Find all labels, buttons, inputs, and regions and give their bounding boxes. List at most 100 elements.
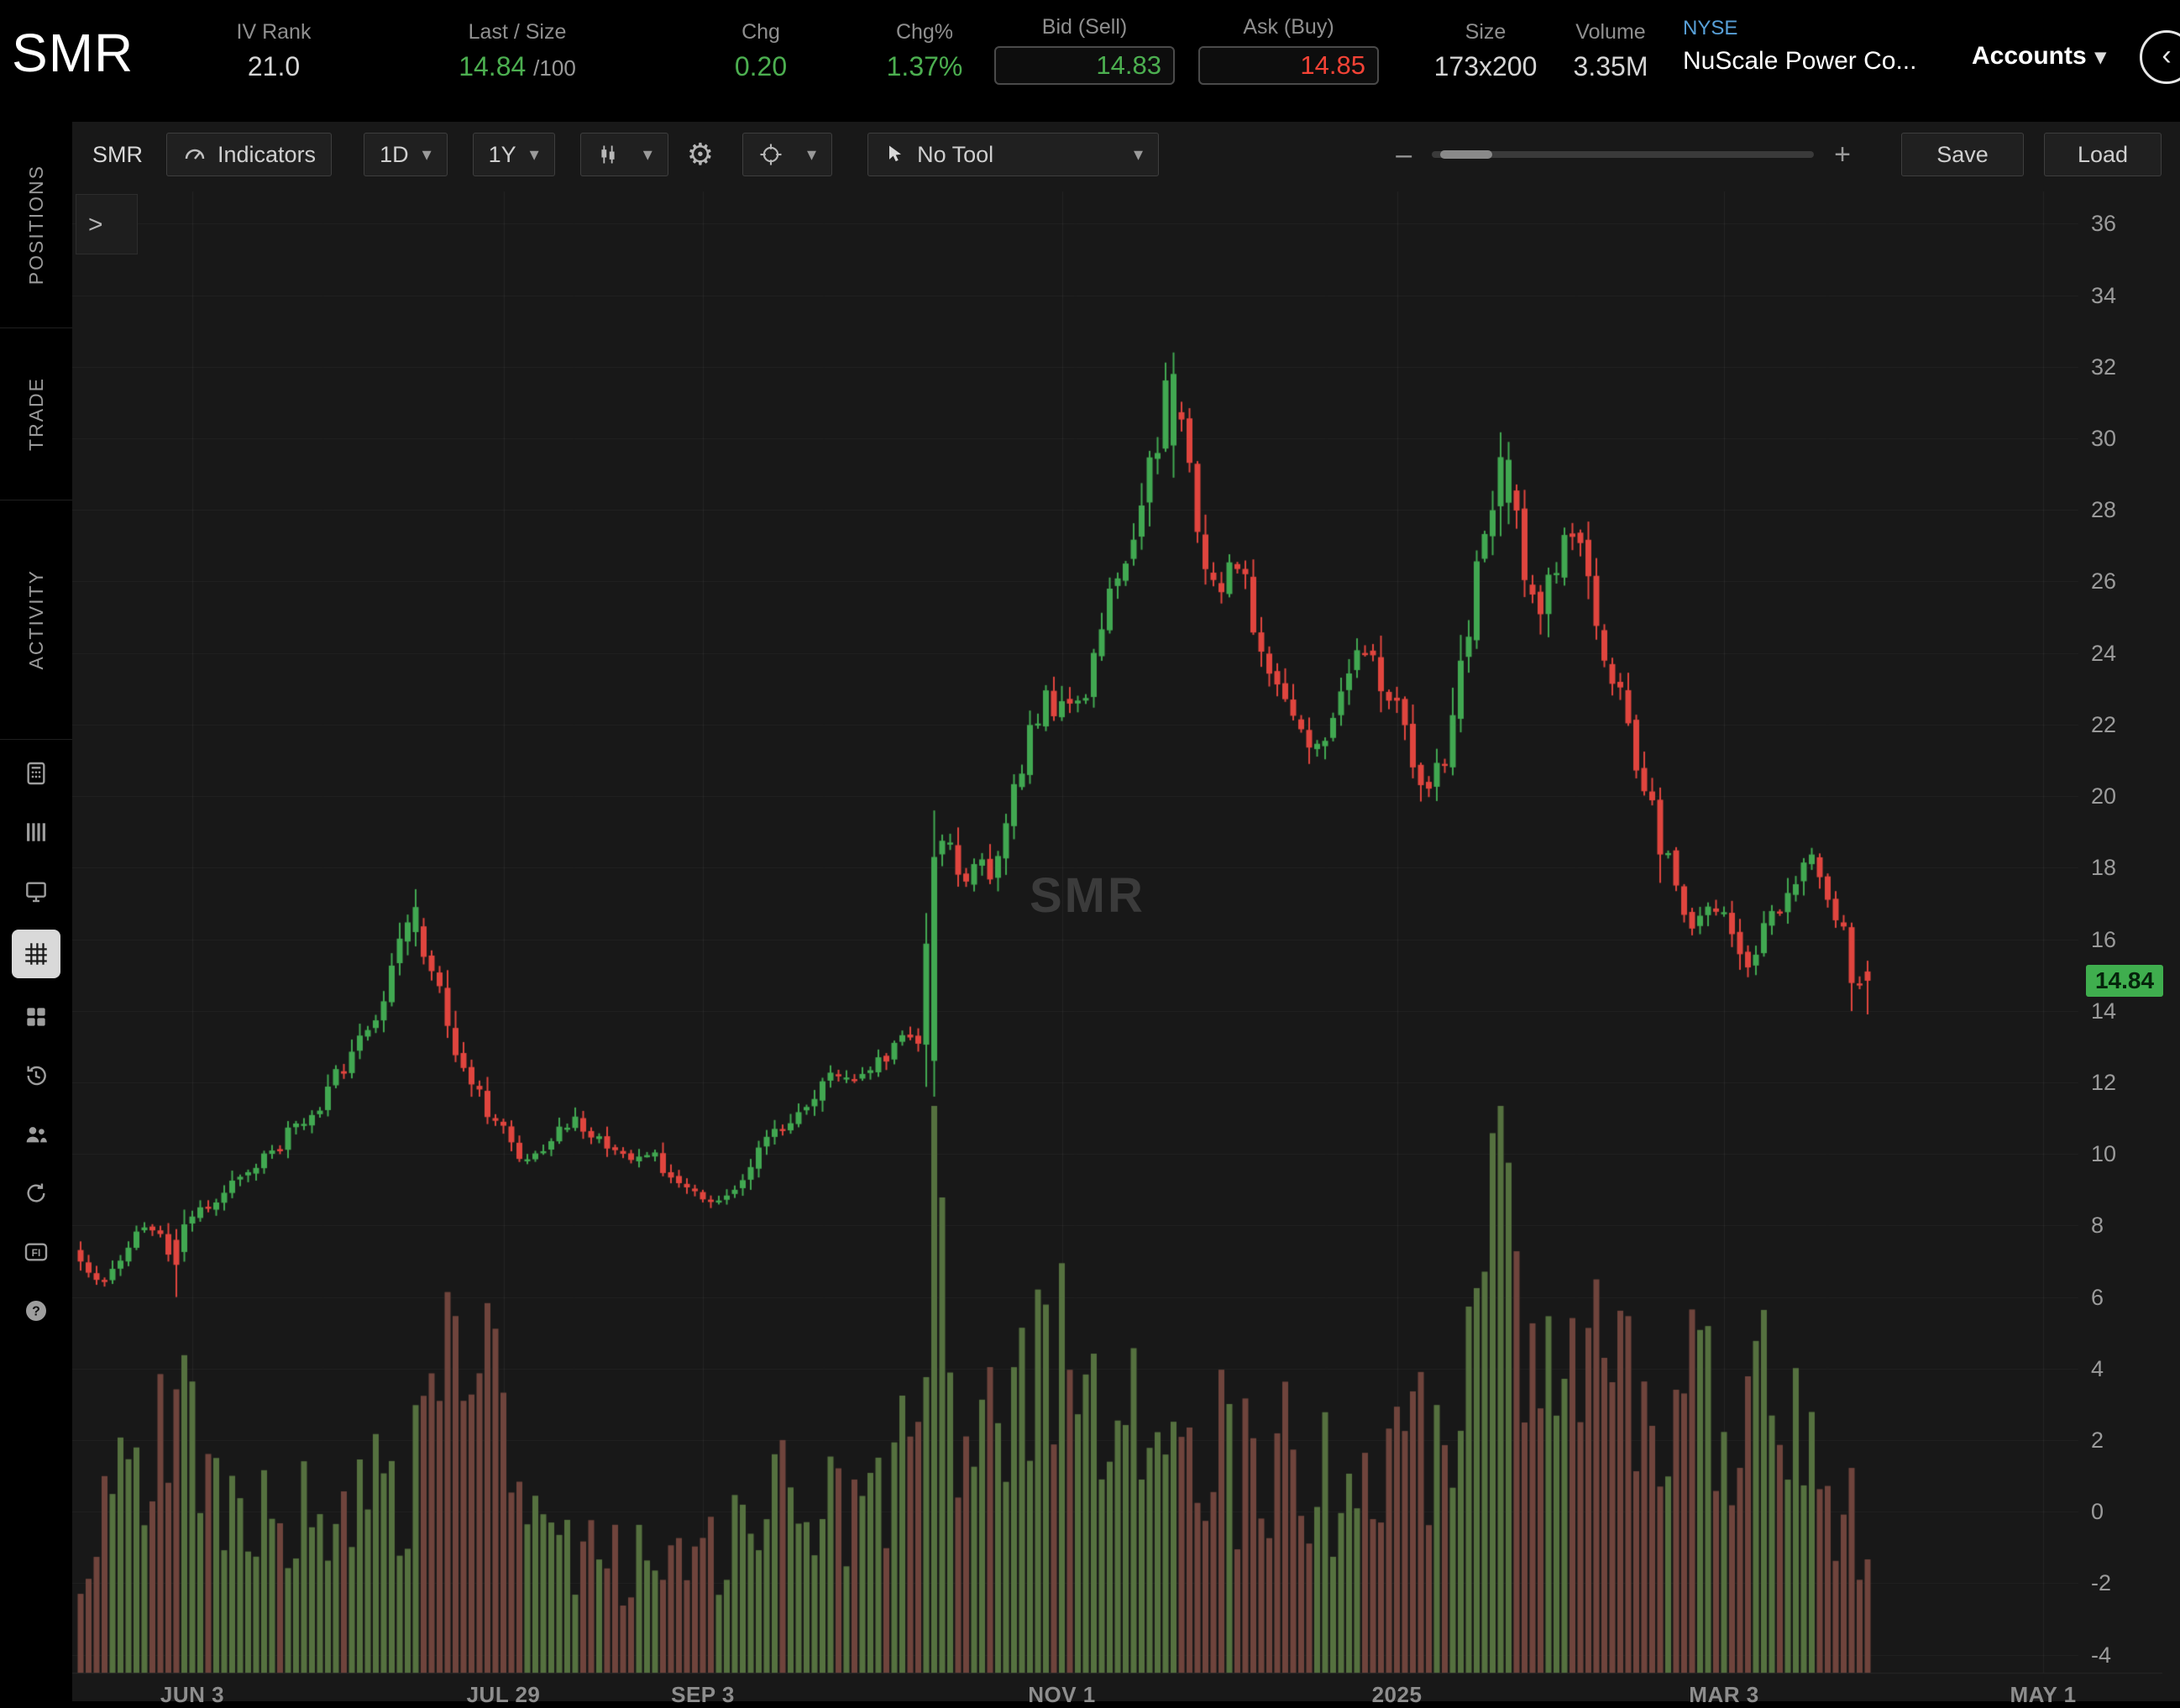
activity-label: ACTIVITY [24,569,47,670]
positions-label: POSITIONS [24,164,47,286]
sidebar-tab-activity[interactable]: ACTIVITY [0,500,72,740]
x-axis-label: NOV 1 [1028,1682,1096,1707]
y-axis-label: -4 [2091,1642,2112,1668]
sidebar-tab-trade[interactable]: TRADE [0,328,72,500]
ask-label: Ask (Buy) [1243,15,1334,39]
y-axis-label: 24 [2091,640,2117,666]
apps-grid-icon [27,1008,45,1026]
last-size-label: Last / Size [468,20,567,44]
zoom-slider[interactable] [1432,150,1815,159]
save-button[interactable]: Save [1901,133,2024,176]
zoom-slider-thumb[interactable] [1440,150,1493,159]
load-button[interactable]: Load [2044,133,2162,176]
sidebar-icon-calculator[interactable] [16,753,56,794]
svg-text:FI: FI [32,1247,41,1259]
stat-iv-rank: IV Rank 21.0 [237,20,312,82]
sidebar-icon-help[interactable]: ? [16,1291,56,1331]
y-axis-label: 32 [2091,354,2117,380]
range-dropdown[interactable]: 1Y ▾ [472,133,555,176]
last-price-tag: 14.84 [2086,964,2163,997]
volume-label: Volume [1575,20,1646,44]
size-value: 173x200 [1433,51,1538,81]
gauge-icon [185,149,205,160]
svg-text:?: ? [32,1304,40,1318]
zoom-control: – + [1391,139,1856,171]
y-axis-label: -2 [2091,1570,2112,1596]
last-size-suffix: /100 [533,55,576,81]
chart-symbol-label: SMR [92,141,143,167]
company-name: NuScale Power Co... [1683,47,1917,75]
chart-area: SMR > 36 34 32 30 28 26 24 22 20 18 16 14 12 10 8 6 4 2 0-… [72,186,2180,1707]
bid-button[interactable]: 14.83 [994,46,1175,85]
zoom-in-button[interactable]: + [1834,138,1851,170]
accounts-menu[interactable]: Accounts ▾ [1972,42,2106,71]
candlestick-type-icon [601,145,615,164]
y-axis-label: 12 [2091,1069,2117,1095]
y-axis-label: 14 [2091,998,2117,1024]
chevron-down-icon: ▾ [807,144,817,165]
y-axis-label: 0 [2091,1499,2104,1525]
sidebar-icon-fixed-income[interactable]: FI [16,1232,56,1272]
chg-value: 0.20 [734,51,788,81]
columns-icon [27,823,45,841]
chart-toolbar: SMR Indicators 1D ▾ 1Y ▾ ▾ ⚙ ▾ No Tool ▾ – [72,130,2180,179]
exchange-label: NYSE [1683,17,1738,39]
x-axis-label: MAY 1 [2010,1682,2077,1707]
ask-button[interactable]: 14.85 [1198,46,1379,85]
sidebar-icon-history[interactable] [16,1056,56,1096]
timeframe-dropdown[interactable]: 1D ▾ [364,133,448,176]
x-axis-label: 2025 [1371,1682,1423,1707]
chevron-down-icon: ▾ [642,144,652,165]
help-icon: ? [26,1301,46,1321]
sidebar-icon-people[interactable] [16,1114,56,1155]
stat-last-size: Last / Size 14.84 /100 [459,20,576,82]
sidebar-icon-columns[interactable] [16,812,56,852]
crosshair-dropdown[interactable]: ▾ [742,133,833,176]
chart-type-dropdown[interactable]: ▾ [579,133,668,176]
price-chart-canvas[interactable] [72,186,2180,1701]
x-axis-label: JUN 3 [160,1682,225,1707]
stat-chg: Chg 0.20 [735,20,787,82]
sidebar-icon-monitor[interactable] [16,871,56,911]
fixed-income-icon: FI [24,1243,48,1261]
y-axis-label: 20 [2091,783,2117,809]
stat-volume: Volume 3.35M [1574,20,1648,82]
chevron-down-icon: ▾ [2094,44,2106,69]
x-axis-label: SEP 3 [671,1682,735,1707]
collapse-header-button[interactable]: ‹ [2140,30,2180,84]
sidebar-icon-apps[interactable] [16,997,56,1037]
gear-icon: ⚙ [686,137,715,171]
chart-panel: SMR Indicators 1D ▾ 1Y ▾ ▾ ⚙ ▾ No Tool ▾ – [72,122,2180,1707]
chg-pct-value: 1.37% [886,51,963,81]
bid-label: Bid (Sell) [1041,15,1128,39]
y-axis-label: 26 [2091,568,2117,595]
iv-rank-label: IV Rank [236,20,312,44]
calculator-icon [27,762,45,785]
sidebar-tab-positions[interactable]: POSITIONS [0,122,72,328]
chart-settings-button[interactable]: ⚙ [684,137,717,172]
range-value: 1Y [488,141,516,167]
y-axis-label: 2 [2091,1428,2104,1454]
y-axis-label: 6 [2091,1284,2104,1310]
sidebar-icon-replay[interactable] [16,1173,56,1213]
zoom-out-button[interactable]: – [1396,138,1412,170]
replay-icon [27,1183,45,1202]
volume-value: 3.35M [1573,51,1648,81]
y-axis-label: 18 [2091,855,2117,881]
y-axis-label: 34 [2091,282,2117,308]
sidebar-icon-chart-active[interactable] [12,930,60,978]
drawing-tool-dropdown[interactable]: No Tool ▾ [867,133,1160,176]
bid-group: Bid (Sell) 14.83 [994,15,1175,85]
quote-header: SMR IV Rank 21.0 Last / Size 14.84 /100 … [0,0,2180,122]
monitor-icon [26,882,46,903]
timeframe-value: 1D [380,141,409,167]
trade-label: TRADE [24,377,47,451]
chevron-down-icon: ▾ [422,144,432,165]
people-icon [26,1127,47,1143]
y-axis-label: 22 [2091,711,2117,737]
y-axis-label: 36 [2091,211,2117,237]
chart-grid-icon [25,943,47,965]
x-axis-label: MAR 3 [1689,1682,1759,1707]
indicators-button[interactable]: Indicators [166,133,333,176]
drawer-expand-button[interactable]: > [76,194,138,254]
